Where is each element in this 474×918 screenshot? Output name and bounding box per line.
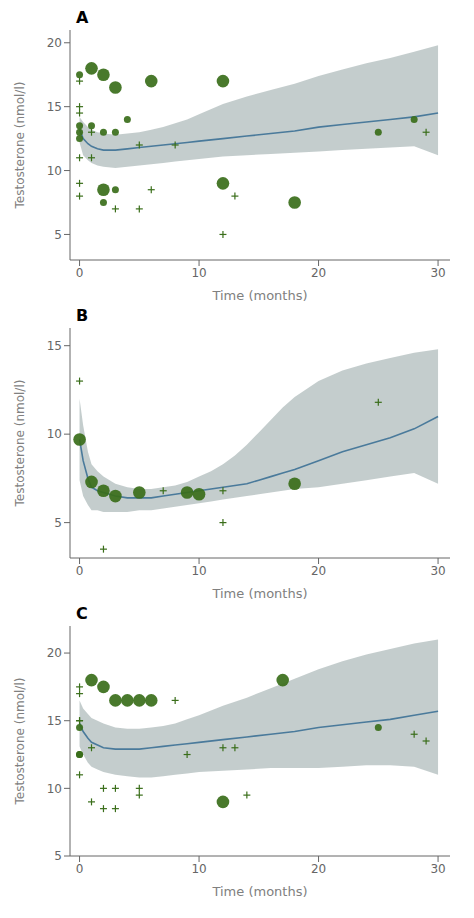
- svg-text:0: 0: [76, 266, 84, 280]
- svg-text:15: 15: [47, 714, 62, 728]
- svg-text:0: 0: [76, 862, 84, 876]
- svg-text:10: 10: [47, 427, 62, 441]
- svg-text:Time (months): Time (months): [211, 586, 307, 601]
- svg-text:0: 0: [76, 564, 84, 578]
- svg-text:10: 10: [191, 266, 206, 280]
- svg-text:15: 15: [47, 100, 62, 114]
- svg-text:Testosterone (nmol/l): Testosterone (nmol/l): [13, 82, 27, 210]
- svg-text:Testosterone (nmol/l): Testosterone (nmol/l): [13, 678, 27, 806]
- html-text:A: A: [76, 8, 89, 27]
- svg-text:Time (months): Time (months): [211, 288, 307, 303]
- svg-text:10: 10: [191, 862, 206, 876]
- svg-text:30: 30: [430, 266, 445, 280]
- svg-text:15: 15: [47, 339, 62, 353]
- svg-text:30: 30: [430, 564, 445, 578]
- svg-text:20: 20: [47, 646, 62, 660]
- svg-text:5: 5: [54, 228, 62, 242]
- svg-text:30: 30: [430, 862, 445, 876]
- svg-text:5: 5: [54, 516, 62, 530]
- svg-text:20: 20: [47, 36, 62, 50]
- svg-text:Time (months): Time (months): [211, 884, 307, 899]
- html-text:C: C: [76, 604, 88, 623]
- svg-text:20: 20: [311, 862, 326, 876]
- svg-text:Testosterone (nmol/l): Testosterone (nmol/l): [13, 380, 27, 508]
- svg-text:20: 20: [311, 266, 326, 280]
- svg-text:5: 5: [54, 849, 62, 863]
- svg-text:10: 10: [47, 782, 62, 796]
- html-text:B: B: [76, 306, 89, 325]
- svg-text:20: 20: [311, 564, 326, 578]
- svg-text:10: 10: [47, 164, 62, 178]
- svg-text:10: 10: [191, 564, 206, 578]
